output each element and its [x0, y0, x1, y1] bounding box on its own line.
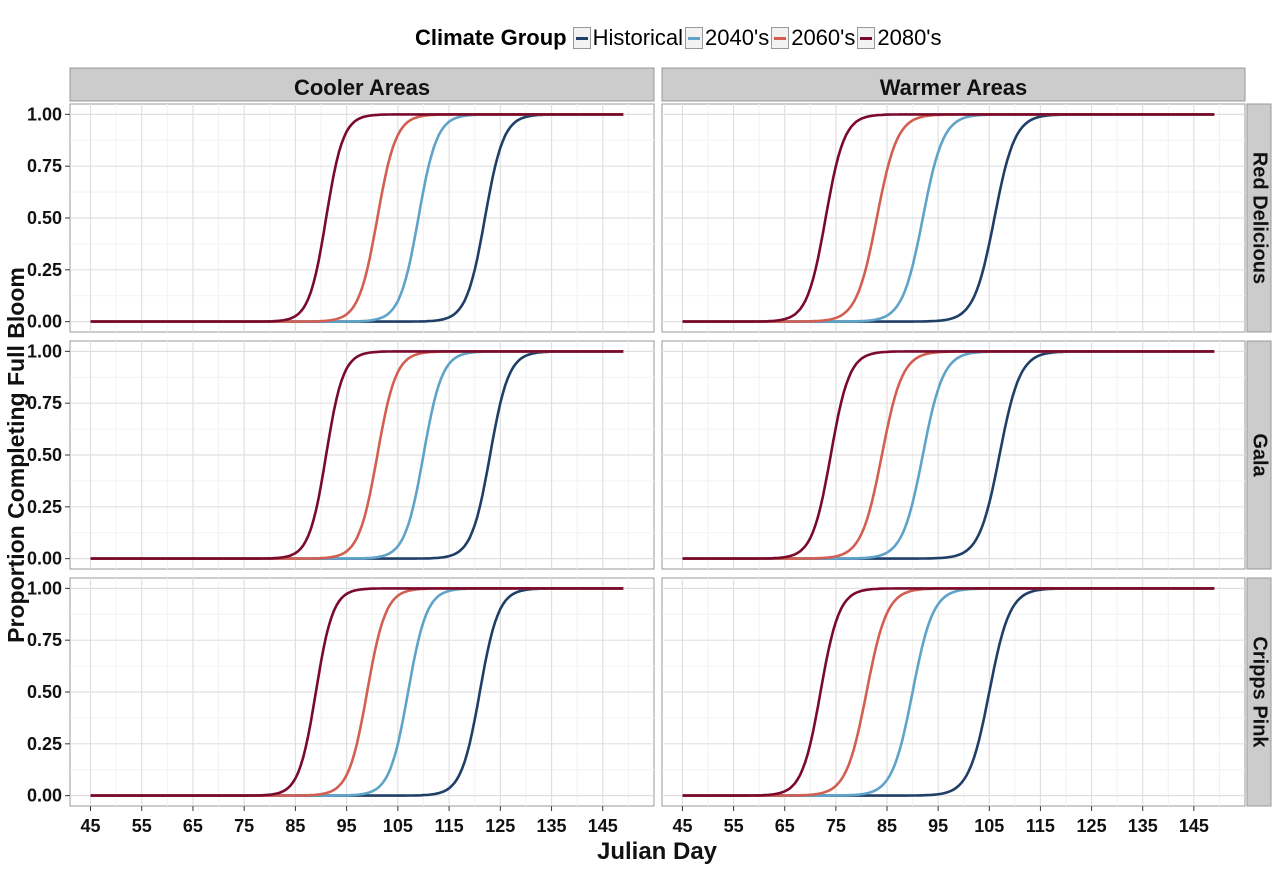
- legend-title: Climate Group: [415, 25, 567, 50]
- legend-key-2060s: [771, 27, 790, 49]
- x-tick-label: 115: [435, 816, 464, 836]
- y-axis-title: Proportion Completing Full Bloom: [3, 267, 29, 643]
- legend-key-2040s: [685, 27, 704, 49]
- legend-label-2040s: 2040's: [705, 25, 770, 50]
- x-tick-label: 105: [974, 816, 1004, 836]
- x-tick-label: 105: [383, 816, 413, 836]
- x-tick-label: 145: [588, 816, 618, 836]
- y-tick-label: 0.25: [27, 260, 62, 280]
- legend: Climate Group Historical 2040's 2060's 2…: [415, 25, 942, 51]
- x-tick-label: 55: [132, 816, 152, 836]
- x-tick-label: 115: [1026, 816, 1055, 836]
- strip-cripps-pink: [1246, 577, 1272, 807]
- y-tick-label: 1.00: [27, 104, 62, 124]
- legend-key-2080s: [857, 27, 876, 49]
- y-tick-label: 0.00: [27, 549, 62, 569]
- x-tick-label: 45: [672, 816, 692, 836]
- y-tick-label: 0.25: [27, 734, 62, 754]
- series-line-2080-s: [682, 350, 1215, 560]
- y-tick-label: 0.75: [27, 630, 62, 650]
- y-tick-label: 0.00: [27, 312, 62, 332]
- x-tick-label: 145: [1179, 816, 1209, 836]
- x-tick-label: 135: [537, 816, 567, 836]
- strip-label-cooler-areas: Cooler Areas: [294, 75, 430, 100]
- strip-label-warmer-areas: Warmer Areas: [880, 75, 1028, 100]
- x-tick-label: 65: [183, 816, 203, 836]
- x-tick-label: 75: [234, 816, 254, 836]
- x-tick-label: 85: [285, 816, 305, 836]
- x-tick-label: 45: [80, 816, 100, 836]
- strip-cooler-areas: [69, 67, 655, 102]
- y-tick-label: 0.50: [27, 445, 62, 465]
- legend-label-2060s: 2060's: [791, 25, 856, 50]
- x-tick-label: 65: [775, 816, 795, 836]
- series-line-2080-s: [90, 350, 624, 560]
- legend-item-historical: Historical: [572, 25, 684, 51]
- legend-item-2040s: 2040's: [685, 25, 769, 51]
- x-tick-label: 95: [928, 816, 948, 836]
- strip-label-red-delicious: Red Delicious: [1249, 152, 1271, 284]
- x-tick-label: 135: [1128, 816, 1158, 836]
- strip-label-gala: Gala: [1249, 433, 1271, 477]
- y-tick-label: 0.50: [27, 208, 62, 228]
- y-tick-label: 1.00: [27, 341, 62, 361]
- y-tick-label: 0.75: [27, 156, 62, 176]
- x-tick-label: 125: [485, 816, 515, 836]
- y-tick-label: 0.00: [27, 786, 62, 806]
- x-axis-title: Julian Day: [597, 838, 718, 865]
- x-tick-label: 75: [826, 816, 846, 836]
- strip-red-delicious: [1246, 103, 1272, 333]
- series-line-2080-s: [90, 587, 624, 797]
- legend-label-historical: Historical: [592, 25, 684, 50]
- series-line-2080-s: [682, 587, 1215, 797]
- x-tick-label: 55: [724, 816, 744, 836]
- strip-gala: [1246, 340, 1272, 570]
- y-tick-label: 0.25: [27, 497, 62, 517]
- y-tick-label: 0.75: [27, 393, 62, 413]
- legend-key-historical: [572, 27, 591, 49]
- strip-warmer-areas: [661, 67, 1246, 102]
- x-tick-label: 125: [1077, 816, 1107, 836]
- series-line-2080-s: [90, 113, 624, 323]
- legend-item-2060s: 2060's: [771, 25, 855, 51]
- y-tick-label: 1.00: [27, 578, 62, 598]
- strip-label-cripps-pink: Cripps Pink: [1249, 636, 1271, 748]
- legend-label-2080s: 2080's: [877, 25, 942, 50]
- series-line-2080-s: [682, 113, 1215, 323]
- x-tick-label: 95: [337, 816, 357, 836]
- x-tick-label: 85: [877, 816, 897, 836]
- y-tick-label: 0.50: [27, 682, 62, 702]
- legend-item-2080s: 2080's: [857, 25, 942, 51]
